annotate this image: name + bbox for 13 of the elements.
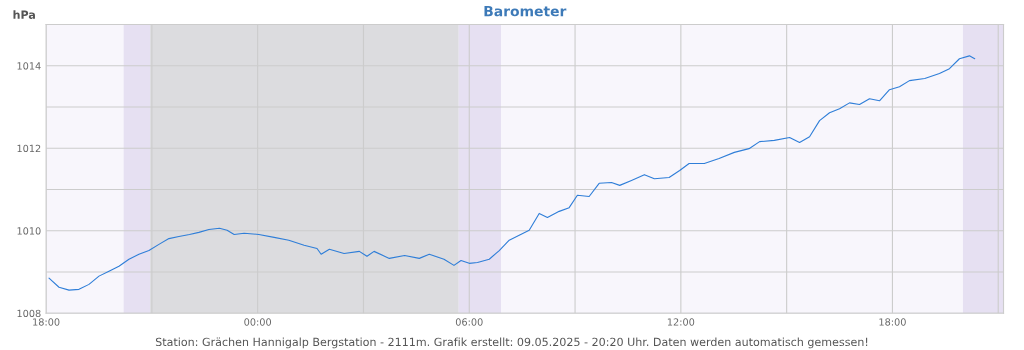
- y-axis-title: hPa: [13, 10, 35, 19]
- x-tick-label: 06:00: [455, 318, 483, 326]
- y-tick-label: 1008: [17, 309, 41, 318]
- line-series: [48, 55, 976, 291]
- x-tick-label: 18:00: [33, 318, 60, 326]
- x-tick-label: 00:00: [244, 318, 272, 326]
- y-tick-label: 1014: [17, 62, 41, 70]
- text: Station: Grächen Hannigalp Bergstation - 2111m. Grafik erstellt: 09.05.2025 - 20:20 Uhr. Daten werden automatisch gemessen!: [155, 337, 868, 349]
- x-tick-label: 18:00: [879, 318, 906, 326]
- chart-title: Barometer: [484, 6, 567, 17]
- y-tick-label: 1012: [17, 144, 41, 153]
- y-tick-label: 1010: [17, 227, 41, 235]
- x-tick-label: 12:00: [667, 318, 695, 326]
